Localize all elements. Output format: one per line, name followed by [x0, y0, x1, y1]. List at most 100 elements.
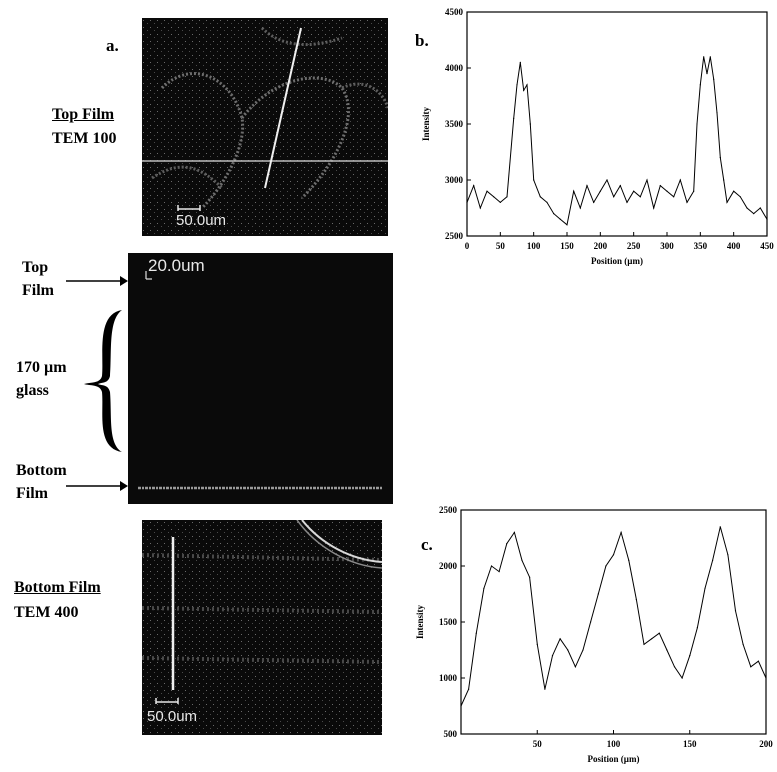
y-tick-label: 2500	[439, 505, 458, 515]
data-point	[733, 190, 735, 192]
data-point	[681, 677, 683, 679]
x-tick-label: 100	[607, 739, 621, 749]
data-point	[605, 565, 607, 567]
data-point	[716, 112, 718, 114]
data-point	[686, 201, 688, 203]
data-point	[719, 526, 721, 528]
data-point	[696, 123, 698, 125]
data-point	[723, 179, 725, 181]
y-tick-label: 3000	[445, 175, 464, 185]
data-point	[639, 196, 641, 198]
data-point	[506, 543, 508, 545]
data-point	[586, 185, 588, 187]
data-point	[498, 571, 500, 573]
bottom-film-micrograph: 50.0um	[142, 520, 382, 735]
x-axis-label: Position (µm)	[588, 754, 640, 764]
top-film-sub: TEM 100	[52, 130, 117, 147]
data-point	[659, 185, 661, 187]
data-point	[712, 559, 714, 561]
data-point	[742, 643, 744, 645]
x-tick-label: 200	[759, 739, 773, 749]
data-point	[559, 218, 561, 220]
y-tick-label: 2500	[445, 231, 464, 241]
data-point	[574, 666, 576, 668]
data-point	[536, 643, 538, 645]
x-tick-label: 450	[760, 241, 774, 251]
intensity-line	[466, 56, 768, 226]
data-point	[593, 201, 595, 203]
data-point	[559, 638, 561, 640]
glass-brace-icon	[84, 310, 122, 452]
bottom-arrow-label-1: Bottom	[16, 462, 67, 479]
data-point	[673, 196, 675, 198]
data-point	[643, 643, 645, 645]
data-point	[553, 213, 555, 215]
data-point	[613, 196, 615, 198]
data-point	[658, 632, 660, 634]
data-point	[486, 190, 488, 192]
bottom-film-scale-label: 50.0um	[147, 708, 198, 725]
data-point	[490, 565, 493, 567]
data-point	[750, 666, 752, 668]
x-tick-label: 50	[533, 739, 543, 749]
data-point	[757, 660, 759, 662]
y-axis-label: Intensity	[415, 605, 425, 640]
data-point	[529, 123, 531, 125]
data-point	[566, 224, 568, 226]
top-arrow-label-1: Top	[22, 259, 49, 276]
data-point	[460, 705, 462, 707]
data-point	[519, 61, 521, 64]
data-point	[689, 655, 691, 657]
data-point	[521, 559, 523, 561]
data-point	[493, 196, 495, 198]
top-film-title: Top Film	[52, 106, 115, 123]
data-point	[651, 638, 653, 640]
x-tick-label: 150	[560, 241, 574, 251]
y-tick-label: 4000	[445, 63, 464, 73]
x-tick-label: 300	[660, 241, 674, 251]
data-point	[666, 649, 668, 651]
data-point	[533, 179, 535, 181]
data-point	[582, 649, 584, 651]
top-film-arrow-icon	[66, 276, 128, 286]
data-point	[628, 559, 630, 561]
bottom-arrow-label-2: Film	[16, 485, 48, 502]
x-tick-label: 0	[465, 241, 470, 251]
x-tick-label: 150	[683, 739, 697, 749]
data-point	[696, 627, 698, 629]
y-tick-label: 2000	[439, 561, 458, 571]
cross-section-scale-label: 20.0um	[148, 256, 205, 275]
data-point	[544, 688, 546, 690]
plot-frame	[466, 11, 768, 237]
data-point	[516, 84, 518, 86]
data-point	[567, 649, 569, 651]
data-point	[703, 56, 705, 58]
data-point	[526, 84, 528, 86]
data-point	[766, 218, 768, 220]
x-tick-label: 400	[727, 241, 741, 251]
data-point	[706, 73, 708, 75]
data-point	[765, 677, 767, 679]
panel-label-a: a.	[106, 36, 119, 55]
data-point	[590, 621, 592, 623]
data-point	[523, 89, 525, 91]
x-tick-label: 200	[594, 241, 608, 251]
data-point	[666, 190, 668, 192]
data-point	[579, 207, 581, 209]
data-point	[612, 554, 615, 556]
data-point	[546, 201, 548, 203]
panel-label-b: b.	[415, 31, 429, 50]
cross-section-micrograph: 20.0um	[128, 253, 393, 504]
bottom-film-arrow-icon	[66, 481, 128, 491]
data-point	[739, 196, 741, 198]
data-point	[468, 688, 470, 690]
data-point	[633, 190, 635, 192]
data-point	[734, 610, 737, 612]
data-point	[653, 207, 655, 209]
data-point	[606, 179, 608, 181]
chart-c: c. 50 100 150 200 500 1000 1500 2000 2500 Positio…	[415, 505, 773, 764]
data-point	[693, 190, 695, 192]
data-point	[679, 179, 681, 181]
data-point	[466, 201, 468, 203]
data-point	[753, 213, 755, 215]
